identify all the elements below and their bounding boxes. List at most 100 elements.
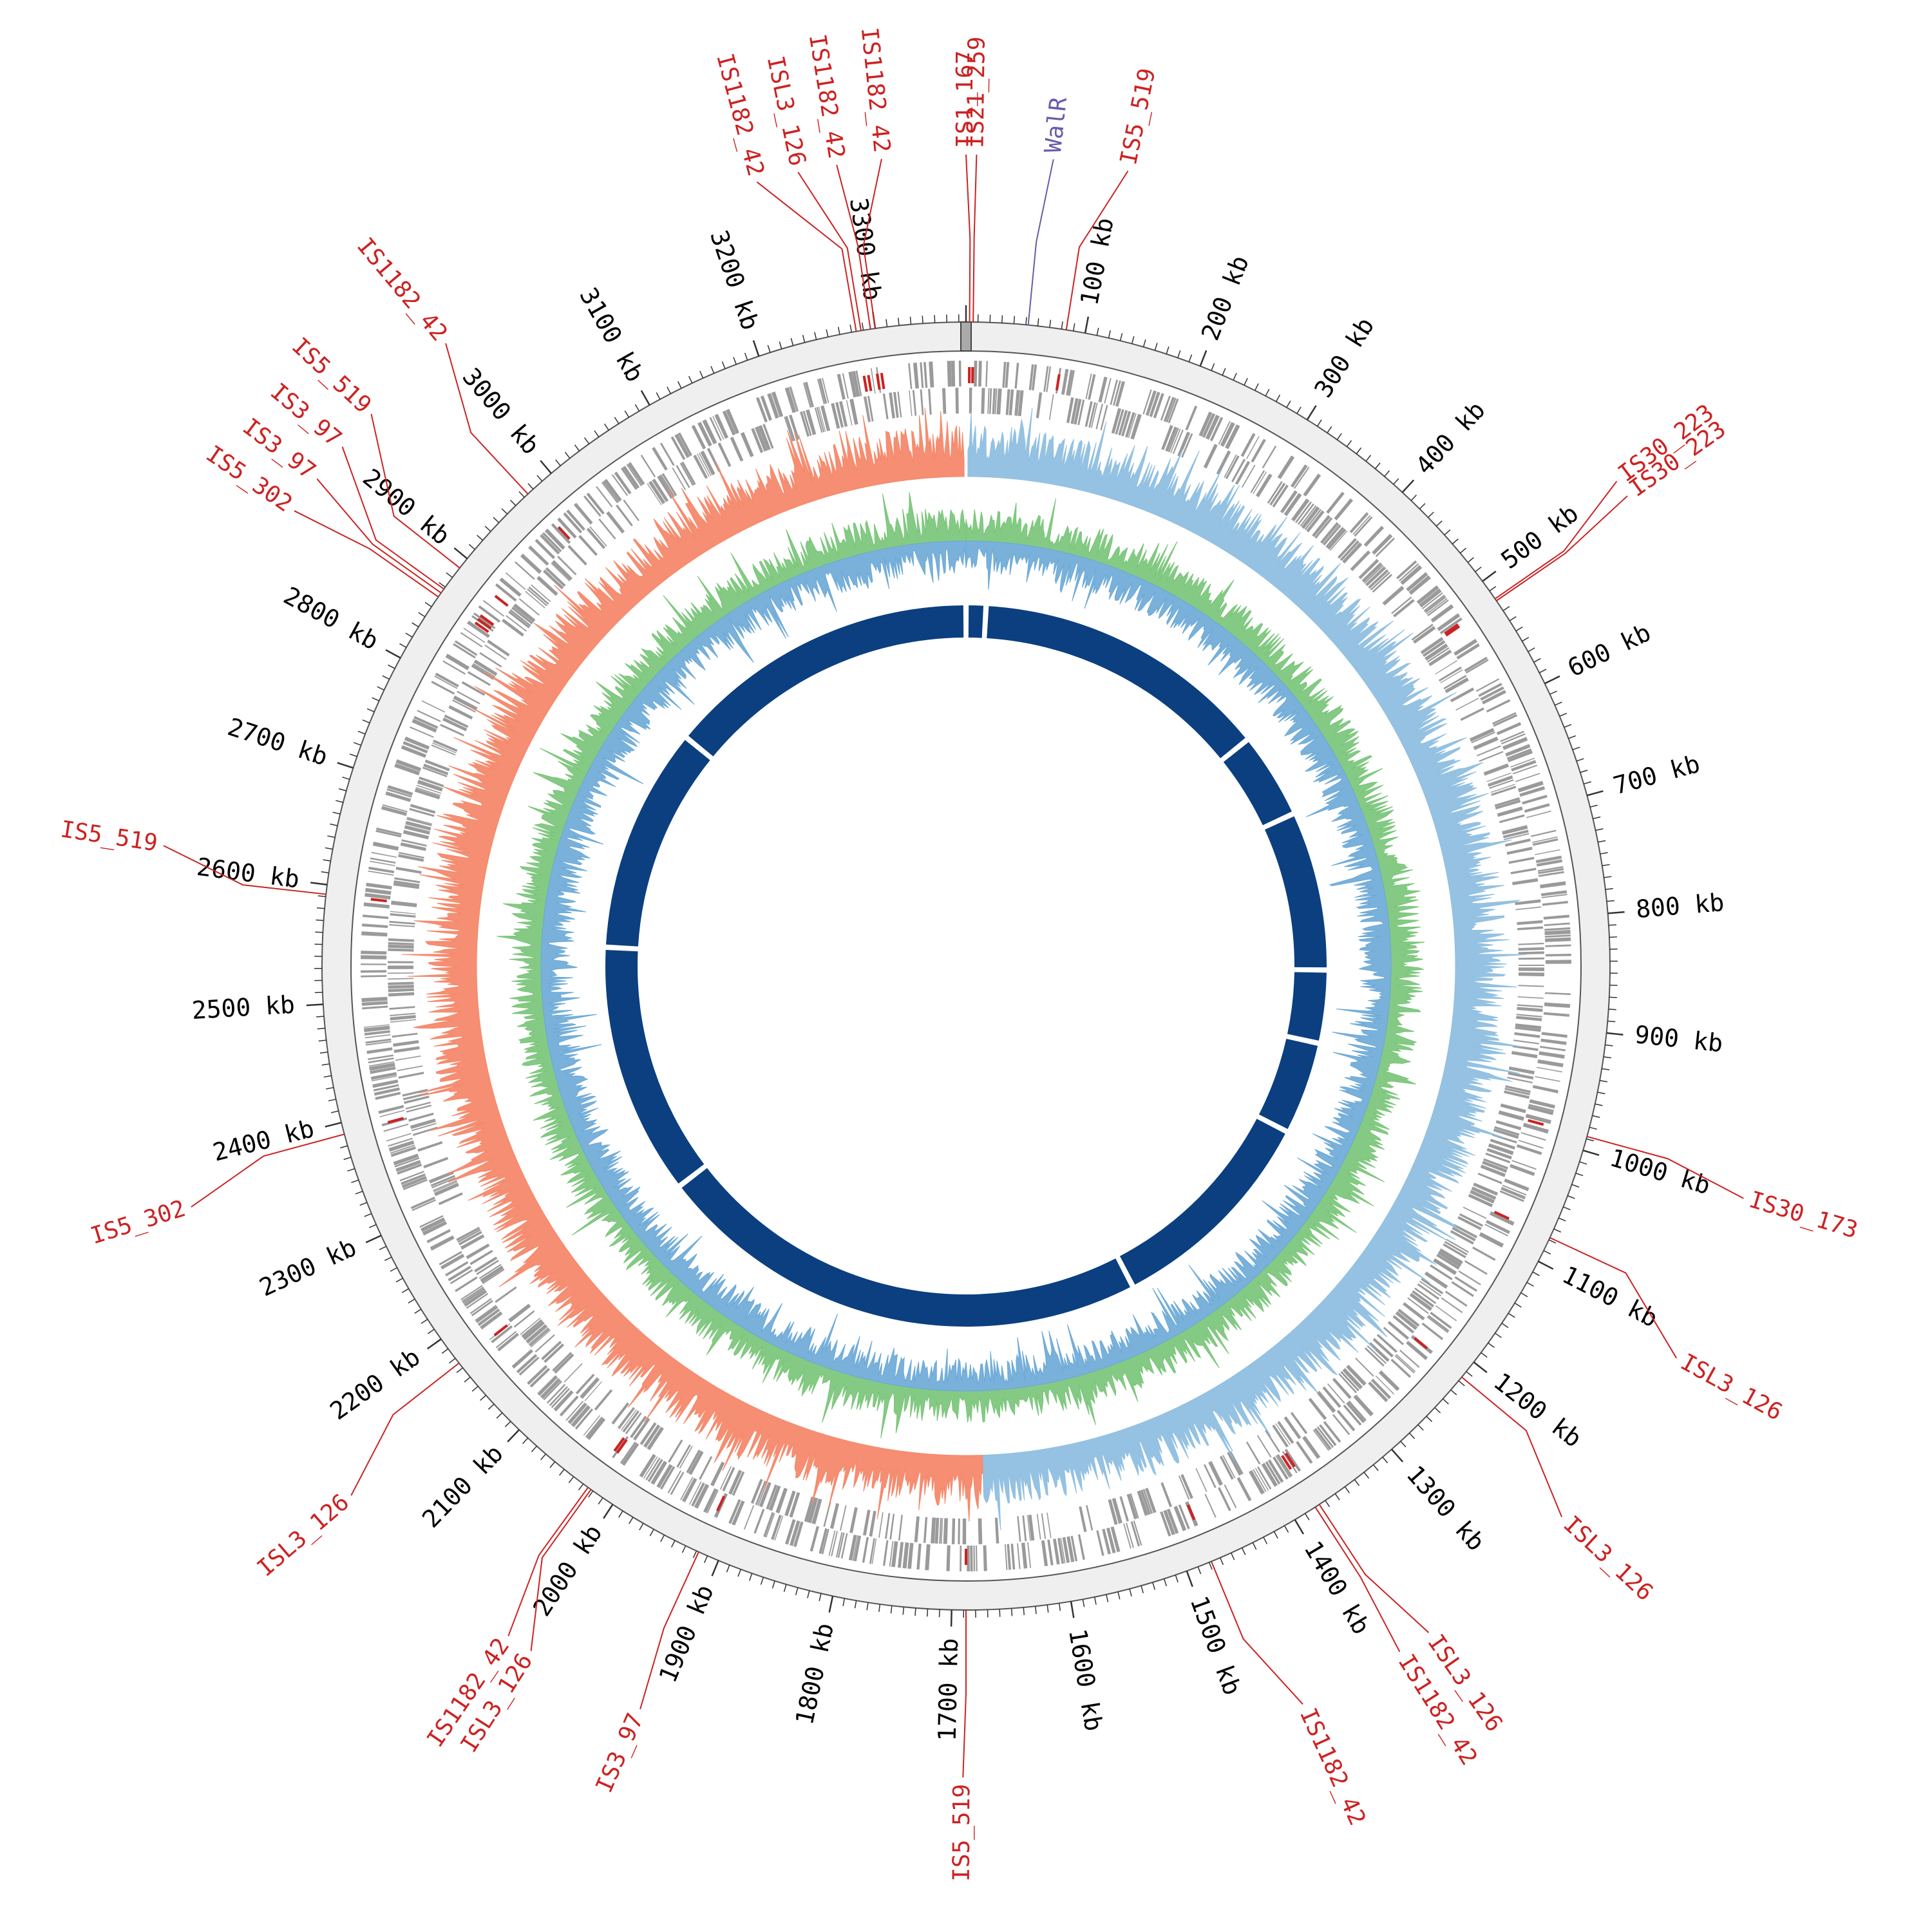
minor-tick (1508, 1312, 1515, 1318)
gene-bar (722, 1466, 735, 1492)
tick-label-group: 1500 kb (1185, 1592, 1247, 1699)
gene-bar (1515, 1023, 1542, 1030)
gene-bar (625, 1412, 642, 1435)
gene-bar (1494, 1126, 1520, 1136)
gene-bar (480, 1311, 503, 1330)
major-tick (640, 390, 650, 406)
gene-bar (1304, 509, 1322, 531)
minor-tick (325, 847, 333, 850)
gene-bar (586, 527, 606, 549)
gene-bar (1295, 501, 1312, 524)
gene-bar (652, 447, 668, 471)
tick-label-group: 1400 kb (1298, 1536, 1376, 1639)
gene-bar (883, 1540, 889, 1566)
gene-bar (404, 1095, 430, 1104)
gene-bar (849, 1507, 858, 1533)
gene-bar (469, 1249, 493, 1265)
minor-tick (1602, 864, 1610, 867)
minor-tick (1025, 317, 1027, 325)
gene-bar (370, 1072, 397, 1081)
gene-bar (455, 1276, 478, 1293)
gene-bar (1224, 1484, 1237, 1508)
gene-bar (1396, 560, 1417, 580)
gene-bar (364, 1030, 390, 1036)
gene-bar (432, 743, 457, 753)
gene-bar (1454, 639, 1477, 656)
feature-label-group: ISL3_126 (252, 1489, 354, 1582)
minor-tick (501, 508, 508, 515)
gc-content-track (497, 492, 1425, 1439)
feature-leader-line (1065, 170, 1129, 330)
gene-bar (621, 1409, 637, 1431)
minor-tick (1152, 1582, 1156, 1590)
minor-tick (1568, 735, 1577, 739)
gene-bar (1495, 1120, 1522, 1130)
gene-bar (897, 1542, 904, 1568)
gene-bar (1236, 1477, 1252, 1502)
tick-label: 1900 kb (654, 1580, 719, 1687)
gene-bar (920, 389, 924, 415)
major-tick (950, 1609, 952, 1627)
feature-label: IS1182_42 (352, 233, 453, 346)
minor-tick (568, 1476, 574, 1483)
gene-bar (1355, 1357, 1374, 1377)
gene-bar (386, 788, 412, 798)
gene-bar (386, 1133, 412, 1142)
gene-bar (390, 1019, 417, 1023)
gene-bar (1267, 1459, 1284, 1483)
minor-tick (1442, 1398, 1449, 1405)
minor-tick (842, 1598, 846, 1606)
gene-bar (1332, 1414, 1350, 1435)
gene-bar (831, 1531, 838, 1557)
gene-bar (823, 1501, 831, 1527)
gene-bar (376, 828, 402, 836)
gene-bar (855, 370, 862, 397)
gene-bar (1280, 490, 1298, 513)
gene-bar (1412, 625, 1436, 644)
gene-bar (1419, 588, 1442, 608)
minor-tick (861, 322, 864, 330)
minor-tick (1608, 1009, 1616, 1010)
gene-bar (1396, 1354, 1416, 1372)
gene-bar (775, 1488, 788, 1513)
gene-bar (522, 1321, 545, 1341)
gene-bar (405, 1101, 431, 1110)
feature-label-group: ISL3_126 (762, 53, 811, 168)
gene-bar (722, 410, 736, 436)
gene-bar (365, 1034, 391, 1039)
gene-bar (1475, 678, 1500, 692)
minor-tick (439, 582, 446, 588)
gene-bar (1126, 1522, 1134, 1548)
gene-bar (473, 612, 496, 629)
tick-label: 800 kb (1634, 888, 1725, 923)
gene-bar (712, 415, 724, 440)
gene-bar (647, 1426, 664, 1450)
gene-bar (1481, 690, 1506, 705)
gene-bar (450, 1269, 473, 1285)
gene-bar (811, 1498, 822, 1524)
gene-bar (1290, 1412, 1308, 1434)
tick-label-group: 1300 kb (1401, 1460, 1490, 1556)
minor-tick (902, 1607, 905, 1615)
minor-tick (807, 1590, 810, 1598)
is-element-mark (716, 1495, 726, 1511)
gene-bar (1518, 964, 1544, 967)
tick-label-group: 3200 kb (705, 227, 764, 334)
gene-bar (1518, 957, 1544, 960)
gene-bar (1489, 779, 1514, 790)
minor-tick (795, 1587, 799, 1596)
minor-tick (323, 1075, 332, 1078)
gene-bar (835, 402, 844, 428)
gene-bar (400, 842, 426, 851)
gene-bar (789, 386, 798, 412)
gene-bar (978, 361, 982, 387)
minor-tick (1417, 1424, 1424, 1431)
gene-bar (870, 368, 876, 394)
gene-bar (709, 417, 722, 441)
gene-bar (404, 825, 430, 835)
gene-bar (385, 791, 412, 802)
gene-bar (853, 1535, 862, 1562)
tick-label-group: 500 kb (1496, 499, 1584, 574)
gene-bar (760, 395, 772, 421)
